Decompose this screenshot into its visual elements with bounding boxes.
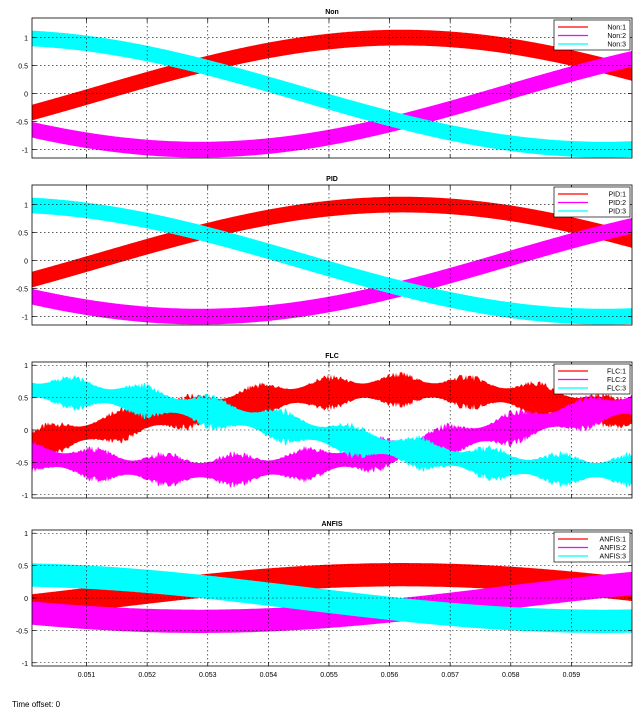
x-tick-label: 0.051: [78, 672, 96, 679]
y-tick-label: 1: [24, 203, 28, 210]
y-tick-label: 0.5: [18, 564, 28, 571]
y-tick-label: 1: [24, 363, 28, 370]
x-tick-label: 0.055: [320, 672, 338, 679]
y-tick-label: 1: [24, 531, 28, 538]
legend-label: PID:2: [608, 200, 626, 207]
x-tick-label: 0.052: [138, 672, 156, 679]
series-band-3: [32, 197, 632, 325]
y-tick-label: -1: [22, 148, 28, 155]
series-band-2: [32, 218, 632, 325]
y-tick-label: -0.5: [16, 120, 28, 127]
y-tick-label: 0.5: [18, 231, 28, 238]
legend-label: PID:3: [608, 209, 626, 216]
y-tick-label: 0: [24, 259, 28, 266]
axes-frame: [31, 184, 633, 326]
plot-area: [32, 29, 632, 158]
y-tick-label: 0.5: [18, 396, 28, 403]
chart-panel-anfis: 1 0.5 0 -0.5 -1 0.051 0.052 0.053 0.054 0.055 0.05…: [16, 521, 633, 679]
y-tick-label: -1: [22, 661, 28, 668]
legend-label: PID:1: [608, 192, 626, 199]
series-band-2: [32, 571, 632, 633]
series-band-1: [32, 371, 632, 460]
plot-area: [32, 371, 632, 489]
series-band-1: [32, 196, 632, 288]
y-tick-label: -0.5: [16, 287, 28, 294]
y-tick-label: 1: [24, 36, 28, 43]
series-band-3: [32, 30, 632, 158]
legend-label: ANFIS:3: [600, 554, 627, 561]
chart-title: FLC: [325, 353, 339, 360]
chart-title: ANFIS: [322, 521, 343, 528]
series-band-1: [32, 29, 632, 121]
legend-label: Non:1: [607, 25, 626, 32]
legend-box: [553, 363, 631, 395]
time-offset-label: Time offset: 0: [12, 700, 61, 709]
legend-label: ANFIS:1: [600, 537, 627, 544]
legend-label: ANFIS:2: [600, 545, 627, 552]
legend-label: FLC:2: [607, 377, 626, 384]
x-tick-label: 0.056: [381, 672, 399, 679]
y-tick-label: -0.5: [16, 628, 28, 635]
legend-label: FLC:3: [607, 386, 626, 393]
y-tick-label: 0: [24, 596, 28, 603]
legend-label: FLC:1: [607, 369, 626, 376]
y-tick-label: -1: [22, 493, 28, 500]
y-tick-label: 0: [24, 428, 28, 435]
x-tick-label: 0.057: [441, 672, 459, 679]
y-tick-label: -0.5: [16, 460, 28, 467]
y-tick-label: 0: [24, 92, 28, 99]
x-tick-label: 0.054: [260, 672, 278, 679]
chart-title: PID: [326, 176, 338, 183]
series-band-2: [32, 51, 632, 158]
chart-title: Non: [325, 9, 339, 16]
x-tick-label: 0.053: [199, 672, 217, 679]
x-tick-label: 0.058: [502, 672, 520, 679]
y-tick-label: -1: [22, 315, 28, 322]
series-band-3: [32, 375, 632, 488]
series-band-2: [32, 394, 632, 489]
y-tick-label: 0.5: [18, 64, 28, 71]
x-tick-label: 0.059: [563, 672, 581, 679]
axes-frame: [31, 17, 633, 159]
legend-label: Non:2: [607, 33, 626, 40]
legend-label: Non:3: [607, 42, 626, 49]
plot-area: [32, 196, 632, 325]
